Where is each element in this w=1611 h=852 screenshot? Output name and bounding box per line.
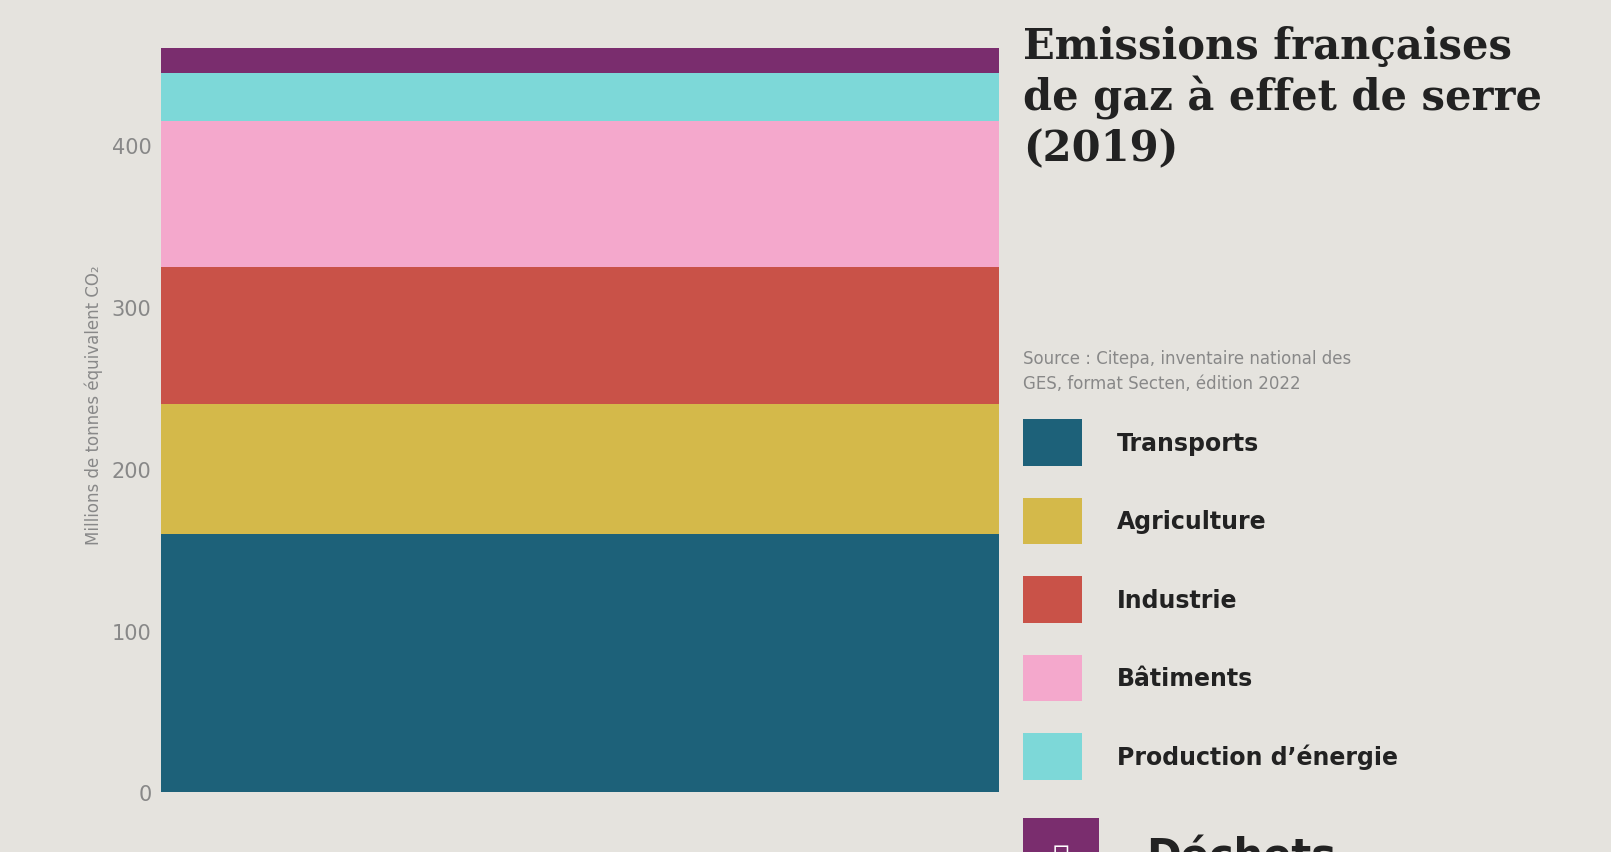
Bar: [161, 268, 999, 405]
Text: Déchets: Déchets: [1147, 835, 1337, 852]
Text: Source : Citepa, inventaire national des
GES, format Secten, édition 2022: Source : Citepa, inventaire national des…: [1023, 349, 1352, 392]
FancyBboxPatch shape: [1023, 498, 1083, 545]
Text: Production d’énergie: Production d’énergie: [1116, 744, 1398, 769]
Text: Emissions françaises
de gaz à effet de serre
(2019): Emissions françaises de gaz à effet de s…: [1023, 26, 1542, 170]
Y-axis label: Millions de tonnes équivalent CO₂: Millions de tonnes équivalent CO₂: [85, 265, 103, 544]
FancyBboxPatch shape: [1023, 420, 1083, 467]
Bar: [161, 49, 999, 73]
Bar: [161, 534, 999, 792]
Bar: [161, 405, 999, 534]
FancyBboxPatch shape: [1023, 577, 1083, 624]
Text: Bâtiments: Bâtiments: [1116, 666, 1253, 690]
FancyBboxPatch shape: [1023, 733, 1083, 780]
Bar: [161, 73, 999, 122]
Text: Industrie: Industrie: [1116, 588, 1237, 612]
Bar: [161, 122, 999, 268]
Text: 🗑: 🗑: [1054, 843, 1070, 852]
Text: Agriculture: Agriculture: [1116, 509, 1266, 533]
Text: Transports: Transports: [1116, 431, 1260, 455]
FancyBboxPatch shape: [1023, 655, 1083, 702]
FancyBboxPatch shape: [1023, 818, 1099, 852]
